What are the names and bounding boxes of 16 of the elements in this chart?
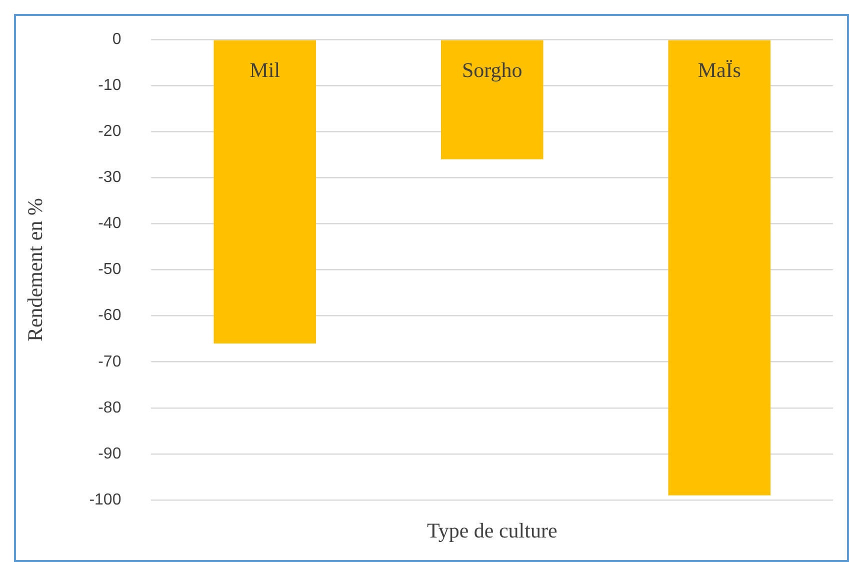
y-tick-label: -10 [98,77,122,94]
y-tick-label: -60 [98,307,122,324]
y-axis-title: Rendement en % [23,198,48,342]
y-tick-label: -30 [98,169,122,186]
x-tick-label: Mil [250,58,280,82]
y-tick-label: -50 [98,261,122,278]
y-tick-label: 0 [112,31,122,48]
y-tick-label: -20 [98,123,122,140]
x-tick-label: Sorgho [462,58,522,82]
y-tick-label: -90 [98,445,122,462]
y-tick-label: -100 [89,491,122,508]
y-tick-label: -40 [98,215,122,232]
x-tick-label: MaÏs [698,58,741,82]
y-tick-label: -80 [98,399,122,416]
x-axis-title: Type de culture [426,518,558,543]
y-tick-label: -70 [98,353,122,370]
